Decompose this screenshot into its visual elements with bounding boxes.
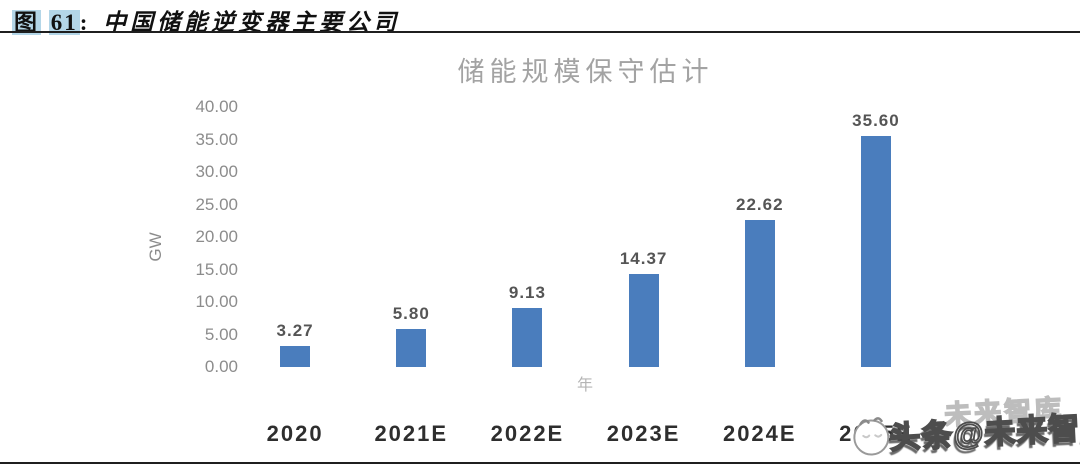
bar [396,329,427,367]
figure-separator: : [79,10,90,35]
bar-value-label: 35.60 [852,110,900,130]
watermark-ghost-text: 未来智库 [943,394,1066,432]
x-category-label: 2023E [606,421,681,446]
bar-column: 9.13 [469,107,585,367]
x-category-label: 2020 [266,421,324,446]
bottom-divider [0,462,1080,464]
bar-value-label: 14.37 [619,248,668,268]
x-axis-categories: 2020 2021E 2022E 2023E 2024E 2025E [237,421,934,447]
bar-column: 3.27 [237,107,353,367]
x-category-label: 2021E [374,421,449,446]
figure-header: 图 61: 中国储能逆变器主要公司 [12,3,400,37]
y-tick-label: 20.00 [195,227,238,246]
bar-value-label: 9.13 [508,282,546,302]
figure-label: 图 [12,10,41,35]
bar-column: 14.37 [586,107,702,367]
chart-title: 储能规模保守估计 [457,57,714,87]
x-category-label: 2025E [839,421,913,446]
bar-value-label: 5.80 [392,304,430,324]
x-axis-label: 年 [576,377,594,394]
figure-number: 61 [48,10,80,35]
bar [628,273,659,367]
y-tick-label: 40.00 [195,97,238,116]
bar [280,345,311,367]
y-tick-label: 0.00 [204,357,238,376]
bar-column: 22.62 [702,107,818,367]
x-category-label: 2024E [722,421,797,446]
figure-title: 中国储能逆变器主要公司 [103,10,401,35]
bar-value-label: 22.62 [736,195,784,214]
x-category-label: 2022E [490,421,565,446]
y-tick-label: 5.00 [204,324,238,344]
bar-column: 35.60 [818,107,934,367]
y-axis-ticks: 40.00 35.00 30.00 25.00 20.00 15.00 10.00 5.00 0… [150,97,238,377]
y-tick-label: 15.00 [195,259,238,279]
bar-value-label: 3.27 [276,320,314,340]
bar [744,220,775,367]
header-divider [0,31,1080,33]
y-tick-label: 25.00 [195,194,238,214]
y-tick-label: 35.00 [195,129,238,149]
bar [860,135,891,367]
plot-area: 3.27 5.80 9.13 14.37 22.62 35.60 [237,107,934,367]
bar-column: 5.80 [353,107,469,367]
y-tick-label: 10.00 [195,292,238,311]
y-tick-label: 30.00 [195,162,238,181]
bar [512,307,543,367]
